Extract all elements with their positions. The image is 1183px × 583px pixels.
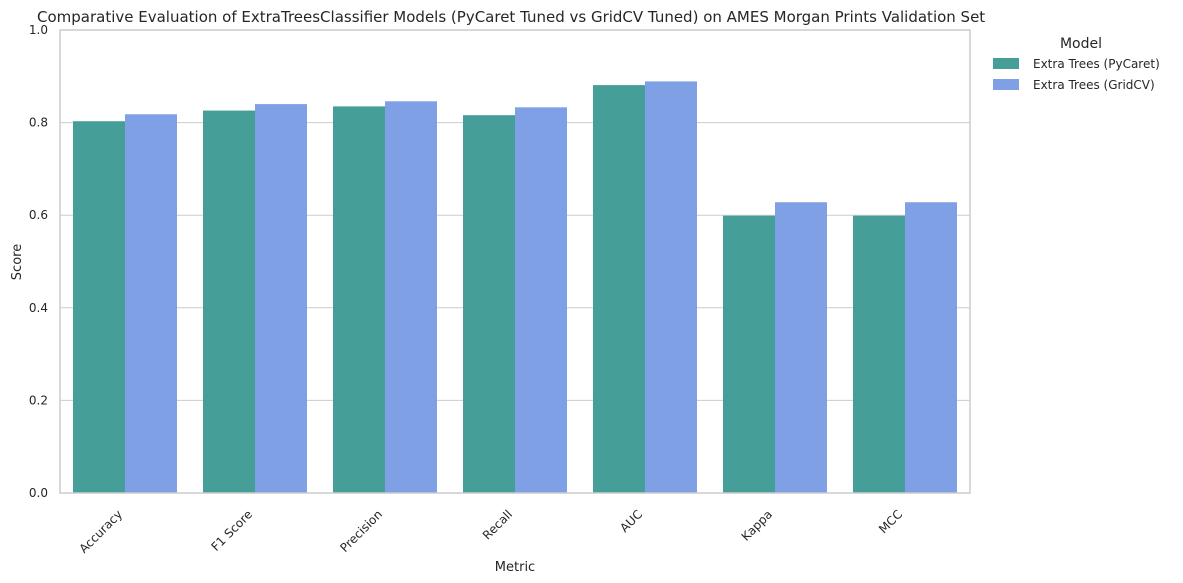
y-tick-label: 0.8: [29, 116, 48, 130]
legend: Model Extra Trees (PyCaret) Extra Trees (…: [993, 36, 1160, 92]
bar: [125, 114, 177, 494]
y-tick-label: 1.0: [29, 23, 48, 37]
x-tick-label: MCC: [876, 507, 905, 536]
plot-frame: [59, 29, 971, 494]
bar: [723, 215, 775, 493]
legend-swatch: [993, 79, 1019, 90]
y-axis-ticks: 0.0 0.2 0.4 0.6 0.8 1.0: [29, 23, 48, 500]
x-tick-label: Recall: [480, 507, 515, 542]
y-tick-label: 0.4: [29, 301, 48, 315]
x-tick-label: Precision: [337, 507, 385, 555]
chart-title: Comparative Evaluation of ExtraTreesClas…: [37, 8, 985, 26]
bar: [385, 101, 437, 493]
y-tick-label: 0.0: [29, 486, 48, 500]
bar: [73, 121, 125, 493]
bar: [333, 106, 385, 494]
x-tick-label: F1 Score: [208, 507, 255, 554]
x-tick-label: AUC: [617, 507, 645, 535]
bar: [203, 110, 255, 493]
bar: [515, 107, 567, 494]
legend-entry: Extra Trees (PyCaret): [1033, 57, 1160, 71]
legend-entry: Extra Trees (GridCV): [1033, 78, 1155, 92]
bar: [593, 85, 645, 494]
bar: [463, 115, 515, 493]
legend-swatch: [993, 58, 1019, 69]
legend-title: Model: [1060, 36, 1102, 52]
x-tick-label: Kappa: [739, 507, 775, 543]
y-tick-label: 0.2: [29, 393, 48, 407]
bar: [775, 202, 827, 493]
bar: [905, 202, 957, 493]
bar: [255, 104, 307, 493]
bar: [853, 215, 905, 493]
x-tick-label: Accuracy: [76, 507, 125, 556]
bar: [645, 81, 697, 493]
y-tick-label: 0.6: [29, 208, 48, 222]
y-axis-label: Score: [10, 244, 25, 280]
bars: [73, 81, 957, 494]
x-axis-ticks: Accuracy F1 Score Precision Recall AUC Kappa M…: [76, 507, 905, 556]
x-axis-label: Metric: [495, 560, 535, 575]
